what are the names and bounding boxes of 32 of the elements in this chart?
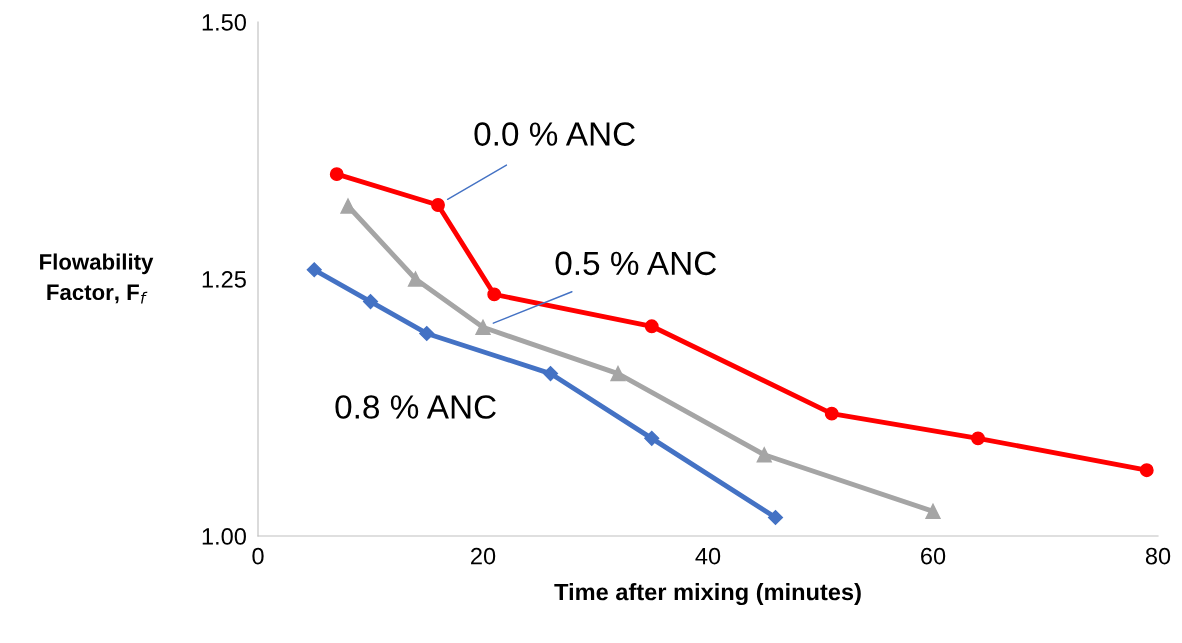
- point: [329, 167, 344, 182]
- point: [487, 287, 502, 302]
- y-axis-title: Flowability Factor, F$_{f}$: [40, 253, 154, 304]
- series-label: 0.0 % ANC: [474, 122, 635, 146]
- point: [542, 366, 559, 382]
- point: [407, 271, 424, 287]
- point: [362, 294, 379, 310]
- text: 0.5 % ANC: [555, 251, 717, 276]
- x-axis-title: Time after mixing (minutes): [554, 583, 861, 606]
- point: [306, 262, 322, 278]
- point: [1139, 463, 1154, 478]
- x-tick-label: 80: [1145, 547, 1171, 565]
- point: [644, 319, 659, 334]
- y-tick-label: 1.50: [202, 14, 246, 31]
- point: [431, 198, 445, 212]
- point: [610, 365, 626, 382]
- x-tick-label: 40: [695, 547, 721, 565]
- point: [340, 198, 356, 214]
- y-tick-label: 1.25: [202, 271, 246, 288]
- point: [971, 431, 985, 446]
- point: [756, 447, 772, 463]
- x-tick-label: 20: [471, 547, 496, 565]
- point: [419, 325, 435, 342]
- point: [824, 406, 839, 421]
- x-tick-label: 60: [921, 547, 946, 565]
- y-tick-label: 1.00: [202, 528, 246, 545]
- series-label: 0.8 % ANC: [335, 395, 496, 419]
- point: [644, 430, 660, 446]
- point: [925, 503, 941, 519]
- x-tick-label: 0: [252, 547, 264, 565]
- point: [767, 509, 784, 526]
- point: [475, 319, 491, 335]
